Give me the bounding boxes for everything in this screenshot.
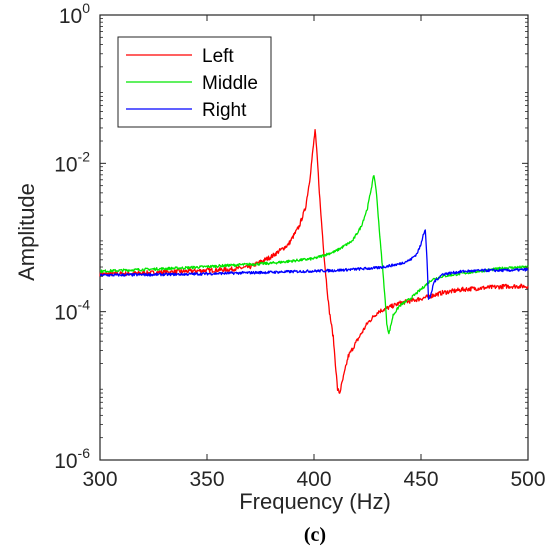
legend-label-middle: Middle xyxy=(202,73,258,94)
x-tick-label: 350 xyxy=(189,468,224,491)
x-tick-label: 450 xyxy=(403,468,438,491)
y-axis-title: Amplitude xyxy=(14,183,39,281)
legend-label-right: Right xyxy=(202,100,247,121)
series-layer xyxy=(99,129,529,394)
legend: Left Middle Right xyxy=(117,36,272,128)
legend-label-left: Left xyxy=(202,46,234,67)
x-tick-label: 500 xyxy=(510,468,545,491)
series-line-middle xyxy=(99,175,529,335)
x-tick-label: 300 xyxy=(82,468,117,491)
series-line-left xyxy=(99,129,529,394)
x-axis-title: Frequency (Hz) xyxy=(239,489,391,514)
panel-label: (c) xyxy=(304,524,326,546)
series-line-right xyxy=(99,229,529,300)
x-tick-label: 400 xyxy=(296,468,331,491)
